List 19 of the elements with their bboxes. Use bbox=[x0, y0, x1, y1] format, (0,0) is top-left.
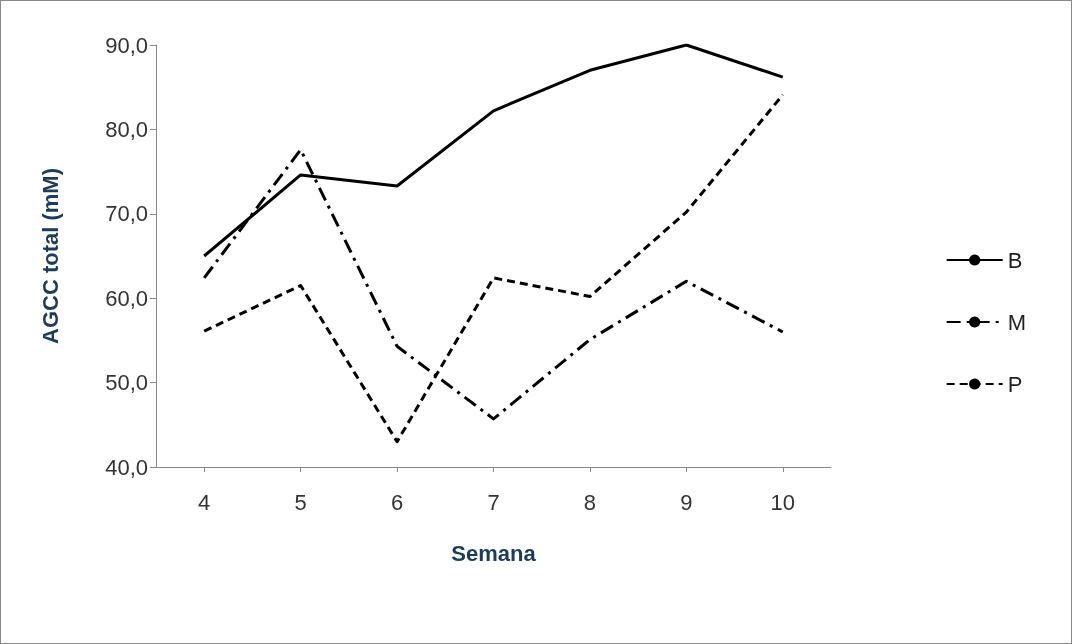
y-tick-label: 90,0 bbox=[105, 32, 148, 58]
y-axis-title: AGCC total (mM) bbox=[37, 168, 63, 344]
legend-label: B bbox=[1007, 247, 1023, 273]
line-series bbox=[202, 93, 785, 444]
y-tick-label: 50,0 bbox=[105, 370, 148, 396]
y-tick-label: 70,0 bbox=[105, 201, 148, 227]
x-tick-label: 10 bbox=[770, 489, 796, 515]
x-tick-label: 9 bbox=[680, 489, 693, 515]
x-tick-label: 6 bbox=[390, 489, 404, 515]
x-tick-label: 4 bbox=[198, 489, 211, 515]
y-tick-label: 80,0 bbox=[105, 116, 148, 142]
x-tick-label: 8 bbox=[583, 489, 597, 515]
legend-label: P bbox=[1007, 371, 1023, 397]
x-axis-title: Semana bbox=[451, 540, 537, 566]
x-tick-label: 7 bbox=[487, 489, 500, 515]
y-tick-label: 40,0 bbox=[105, 454, 148, 480]
y-tick-label: 60,0 bbox=[105, 285, 148, 311]
x-tick-label: 5 bbox=[294, 489, 307, 515]
legend-label: M bbox=[1007, 309, 1026, 335]
